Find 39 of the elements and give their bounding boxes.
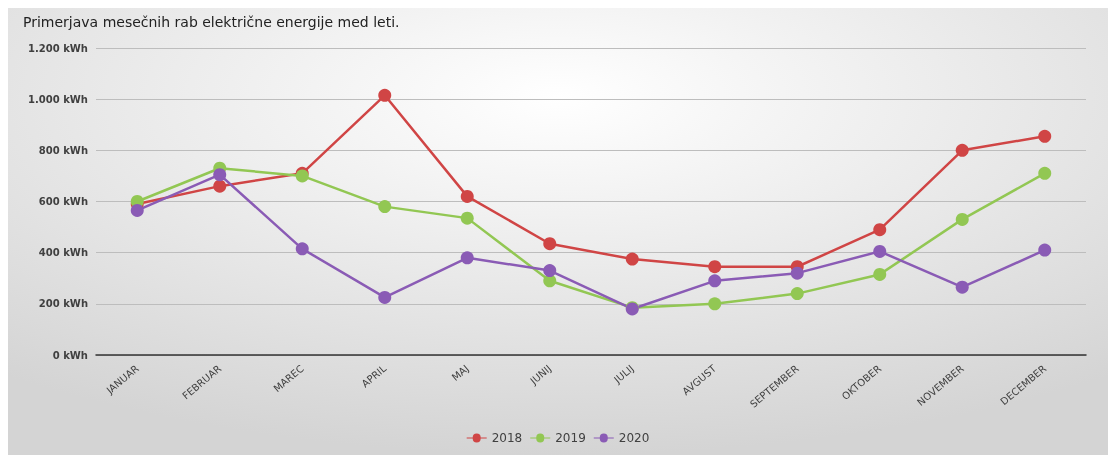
y-tick-label: 0 kWh [52,349,88,361]
y-tick-label: 200 kWh [38,298,88,310]
point [1038,129,1052,143]
y-tick-label: 1.000 kWh [28,93,88,105]
point [955,212,969,226]
y-tick-label: 600 kWh [38,196,88,207]
chart-title: Primerjava mesečnih rab električne energije med leti. [23,14,400,30]
y-tick-label: 800 kWh [38,144,88,156]
point [873,267,887,281]
x-tick-label: MAJ [449,362,471,384]
point [708,274,722,288]
point [708,260,722,274]
point [955,280,969,294]
point [625,252,639,266]
legend-label: 2020 [618,431,650,445]
point [1038,166,1052,180]
point [873,223,887,237]
point [873,244,887,258]
y-tick-label: 400 kWh [38,247,88,259]
point [378,290,392,304]
point [790,266,804,280]
point [460,189,474,203]
point [378,200,392,214]
point [955,143,969,157]
legend-label: 2019 [555,431,586,445]
point [295,242,309,256]
legend-label: 2018 [491,431,523,445]
point [378,88,392,102]
point [213,179,227,193]
point [543,264,557,278]
y-tick-label: 1.200 kWh [28,42,88,54]
point [1038,243,1052,257]
point [708,297,722,311]
point [790,287,804,301]
point [460,211,474,225]
point [543,237,557,251]
point [460,251,474,265]
point [213,168,227,182]
point [130,203,144,217]
